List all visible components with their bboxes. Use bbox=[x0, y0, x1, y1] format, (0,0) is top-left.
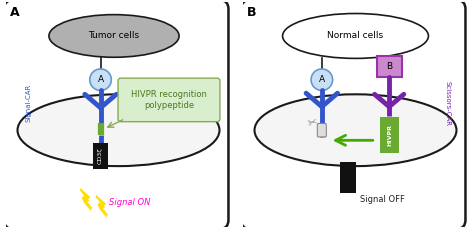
Text: Tumor cells: Tumor cells bbox=[89, 31, 139, 41]
Text: B: B bbox=[246, 6, 256, 19]
Text: B: B bbox=[386, 63, 392, 71]
Text: ✂: ✂ bbox=[307, 117, 319, 130]
Text: CD3ζ: CD3ζ bbox=[98, 148, 103, 164]
Text: Signal-CAR: Signal-CAR bbox=[26, 84, 32, 123]
Ellipse shape bbox=[49, 15, 179, 57]
FancyBboxPatch shape bbox=[118, 78, 220, 122]
Ellipse shape bbox=[283, 14, 428, 58]
Text: HIVPR recognition
polypeptide: HIVPR recognition polypeptide bbox=[131, 90, 207, 110]
FancyBboxPatch shape bbox=[377, 56, 401, 77]
Text: Signal OFF: Signal OFF bbox=[360, 195, 405, 204]
FancyBboxPatch shape bbox=[340, 162, 356, 193]
Polygon shape bbox=[96, 195, 107, 218]
Polygon shape bbox=[96, 196, 107, 215]
Text: Scissors-CAR: Scissors-CAR bbox=[445, 81, 450, 126]
FancyBboxPatch shape bbox=[4, 0, 228, 229]
Polygon shape bbox=[81, 188, 91, 211]
Text: Normal cells: Normal cells bbox=[328, 31, 383, 41]
FancyBboxPatch shape bbox=[318, 123, 326, 137]
FancyBboxPatch shape bbox=[93, 142, 109, 169]
FancyBboxPatch shape bbox=[241, 0, 465, 229]
Circle shape bbox=[90, 69, 111, 90]
Text: A: A bbox=[98, 75, 104, 84]
Text: A: A bbox=[9, 6, 19, 19]
Ellipse shape bbox=[255, 94, 456, 166]
Text: HIVPR: HIVPR bbox=[387, 124, 392, 146]
Circle shape bbox=[311, 69, 333, 90]
FancyBboxPatch shape bbox=[380, 117, 399, 153]
Polygon shape bbox=[81, 190, 91, 209]
Text: Signal ON: Signal ON bbox=[109, 198, 150, 207]
Text: A: A bbox=[319, 75, 325, 84]
Ellipse shape bbox=[18, 94, 219, 166]
